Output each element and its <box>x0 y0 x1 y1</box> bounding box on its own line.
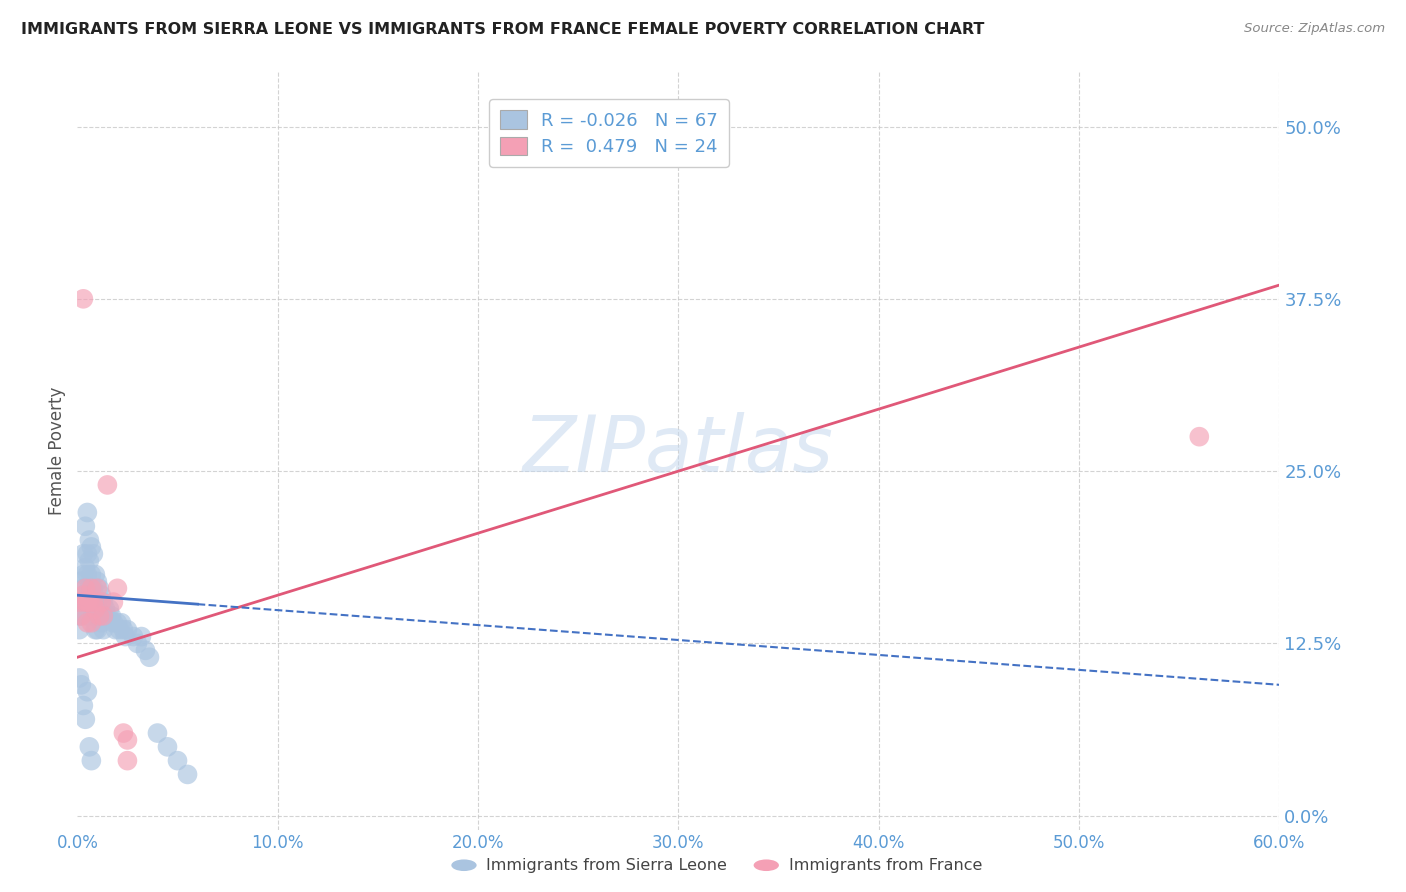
Point <box>82 582 104 596</box>
Point <box>67 595 90 609</box>
Point <box>90 615 112 630</box>
Point <box>72 292 94 306</box>
Point <box>76 608 98 623</box>
Point <box>75 595 97 609</box>
Point <box>82 547 104 561</box>
Point <box>93 595 115 609</box>
Point <box>80 582 103 596</box>
Point <box>90 588 112 602</box>
Point <box>96 478 118 492</box>
Point <box>1188 430 1211 444</box>
Point <box>94 602 117 616</box>
Point <box>67 623 90 637</box>
Point <box>79 554 101 568</box>
Point <box>70 595 93 609</box>
Point <box>70 608 93 623</box>
Point <box>80 595 103 609</box>
Point <box>70 574 93 589</box>
Point <box>76 567 98 582</box>
Point <box>93 623 115 637</box>
Point <box>117 623 139 637</box>
Point <box>112 623 135 637</box>
Point <box>122 630 145 644</box>
Point <box>107 582 129 596</box>
Point <box>75 519 97 533</box>
Point <box>80 754 103 768</box>
Point <box>72 595 94 609</box>
Point <box>127 636 149 650</box>
Point <box>79 595 101 609</box>
Point <box>86 574 108 589</box>
Point <box>107 615 129 630</box>
Point <box>84 602 107 616</box>
Point <box>103 595 125 609</box>
Point <box>75 595 97 609</box>
Point <box>79 739 101 754</box>
Point <box>138 650 160 665</box>
Point <box>112 726 135 740</box>
Point <box>114 630 136 644</box>
Point <box>90 595 112 609</box>
Point <box>75 712 97 726</box>
Point <box>146 726 169 740</box>
Point <box>76 615 98 630</box>
Point <box>72 547 94 561</box>
Point <box>84 595 107 609</box>
Point <box>80 615 103 630</box>
Point <box>103 615 125 630</box>
Point <box>86 582 108 596</box>
Point <box>72 588 94 602</box>
Point <box>75 560 97 574</box>
Point <box>98 602 121 616</box>
Point <box>82 595 104 609</box>
Text: IMMIGRANTS FROM SIERRA LEONE VS IMMIGRANTS FROM FRANCE FEMALE POVERTY CORRELATIO: IMMIGRANTS FROM SIERRA LEONE VS IMMIGRAN… <box>21 22 984 37</box>
Point <box>100 608 122 623</box>
Point <box>86 623 108 637</box>
Point <box>79 533 101 547</box>
Y-axis label: Female Poverty: Female Poverty <box>48 386 66 515</box>
Point <box>108 623 131 637</box>
Point <box>110 615 132 630</box>
Point <box>84 623 107 637</box>
Point <box>72 698 94 713</box>
Point <box>84 567 107 582</box>
Point <box>76 588 98 602</box>
Point <box>80 540 103 554</box>
Point <box>89 582 111 596</box>
Text: Immigrants from France: Immigrants from France <box>789 858 983 872</box>
Text: ZIPatlas: ZIPatlas <box>523 412 834 489</box>
Point <box>76 595 98 609</box>
Point <box>131 630 153 644</box>
Point <box>72 582 94 596</box>
Point <box>176 767 198 781</box>
Point <box>70 608 93 623</box>
Point <box>156 739 179 754</box>
Point <box>76 547 98 561</box>
Point <box>67 595 90 609</box>
Point <box>89 608 111 623</box>
Point <box>86 595 108 609</box>
Point <box>96 608 118 623</box>
Point <box>80 567 103 582</box>
Point <box>82 608 104 623</box>
Point <box>104 623 127 637</box>
Point <box>67 608 90 623</box>
Point <box>72 567 94 582</box>
Point <box>70 678 93 692</box>
Legend: R = -0.026   N = 67, R =  0.479   N = 24: R = -0.026 N = 67, R = 0.479 N = 24 <box>489 99 730 167</box>
Point <box>93 608 115 623</box>
Point <box>67 671 90 685</box>
Point <box>76 684 98 698</box>
Point <box>134 643 156 657</box>
Point <box>75 582 97 596</box>
Point <box>89 608 111 623</box>
Text: Immigrants from Sierra Leone: Immigrants from Sierra Leone <box>486 858 727 872</box>
Text: Source: ZipAtlas.com: Source: ZipAtlas.com <box>1244 22 1385 36</box>
Point <box>79 582 101 596</box>
Point <box>76 506 98 520</box>
Point <box>117 754 139 768</box>
Point <box>166 754 188 768</box>
Point <box>117 733 139 747</box>
